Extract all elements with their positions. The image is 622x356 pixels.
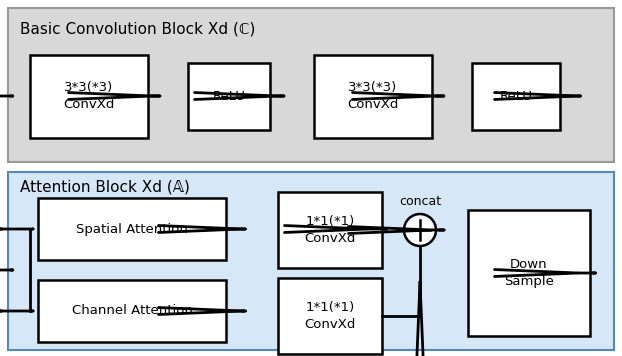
Text: Basic Convolution Block Xd (ℂ): Basic Convolution Block Xd (ℂ) (20, 22, 256, 37)
Text: ReLU: ReLU (499, 90, 532, 103)
Circle shape (404, 214, 436, 246)
Text: concat: concat (399, 195, 441, 208)
Bar (188, 63, 270, 130)
Text: 3*3(*3)
ConvXd: 3*3(*3) ConvXd (347, 82, 399, 111)
Text: Channel Attention: Channel Attention (72, 304, 192, 318)
Text: 1*1(*1)
ConvXd: 1*1(*1) ConvXd (304, 215, 356, 245)
Bar (38, 280, 226, 342)
Bar (38, 198, 226, 260)
Text: ReLU: ReLU (213, 90, 246, 103)
Text: Spatial Attention: Spatial Attention (76, 222, 188, 236)
Bar (278, 192, 382, 268)
Bar (472, 63, 560, 130)
Text: Attention Block Xd (𝔸): Attention Block Xd (𝔸) (20, 180, 190, 195)
Bar (278, 278, 382, 354)
Text: Down
Sample: Down Sample (504, 258, 554, 288)
Bar (30, 55, 148, 138)
Bar (314, 55, 432, 138)
Bar (8, 172, 614, 350)
Text: 3*3(*3)
ConvXd: 3*3(*3) ConvXd (63, 82, 114, 111)
Text: 1*1(*1)
ConvXd: 1*1(*1) ConvXd (304, 301, 356, 331)
Bar (468, 210, 590, 336)
Bar (8, 8, 614, 162)
